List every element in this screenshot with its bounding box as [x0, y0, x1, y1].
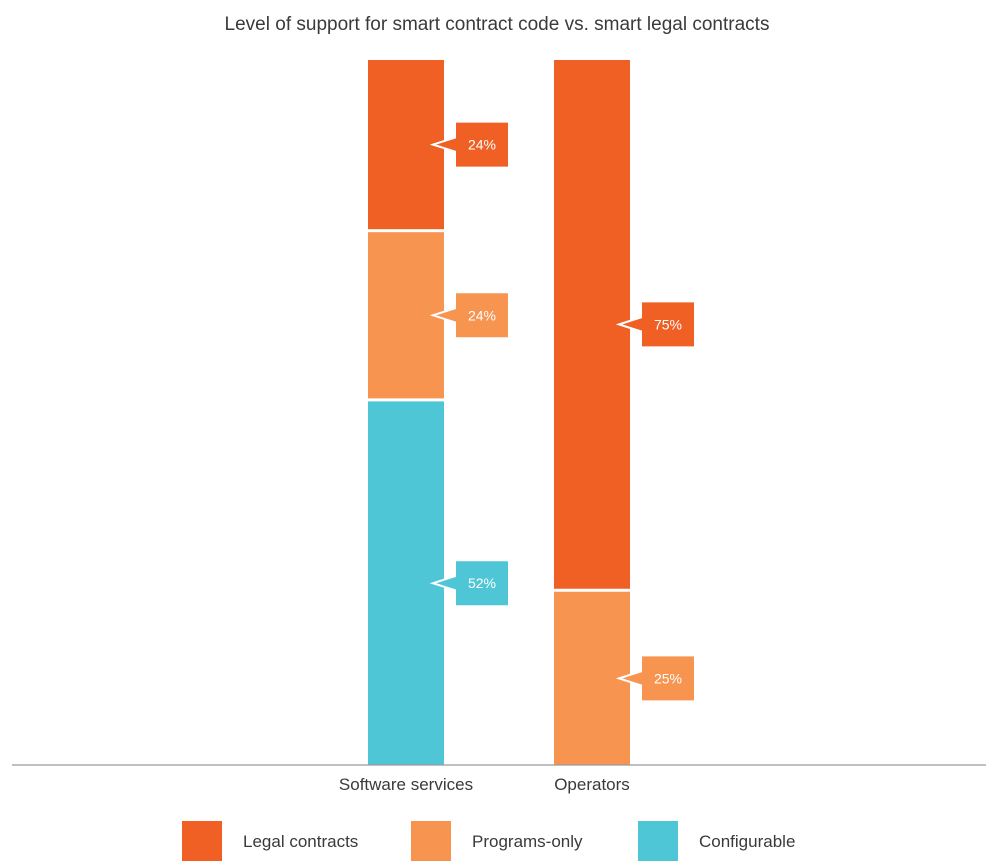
legend-swatch	[182, 821, 222, 861]
legend-label: Configurable	[699, 832, 795, 851]
legend-swatch	[411, 821, 451, 861]
data-label-operators-legal-contracts: 75%	[615, 300, 696, 349]
data-label-text: 25%	[654, 670, 682, 686]
data-label-callout	[429, 291, 510, 340]
legend-item-programs-only: Programs-only	[411, 821, 583, 861]
legend: Legal contracts Programs-only Configurable	[182, 821, 795, 861]
category-label-operators: Operators	[554, 775, 630, 794]
legend-swatch	[638, 821, 678, 861]
data-label-software-services-configurable: 52%	[429, 559, 510, 608]
chart-title: Level of support for smart contract code…	[225, 14, 770, 35]
legend-label: Legal contracts	[243, 832, 358, 851]
category-labels: Software services Operators	[339, 775, 630, 794]
data-label-text: 52%	[468, 575, 496, 591]
data-label-text: 24%	[468, 307, 496, 323]
data-label-callout	[615, 654, 696, 703]
data-label-operators-programs-only: 25%	[615, 654, 696, 703]
category-label-software-services: Software services	[339, 775, 473, 794]
data-label-text: 75%	[654, 316, 682, 332]
data-label-callout	[615, 300, 696, 349]
bars-layer	[368, 60, 630, 765]
data-labels-layer: 52% 24% 24% 25% 75%	[429, 120, 696, 703]
data-label-software-services-programs-only: 24%	[429, 291, 510, 340]
legend-item-legal-contracts: Legal contracts	[182, 821, 358, 861]
data-label-callout	[429, 559, 510, 608]
data-label-software-services-legal-contracts: 24%	[429, 120, 510, 169]
data-label-callout	[429, 120, 510, 169]
data-label-text: 24%	[468, 137, 496, 153]
legend-label: Programs-only	[472, 832, 583, 851]
legend-item-configurable: Configurable	[638, 821, 795, 861]
